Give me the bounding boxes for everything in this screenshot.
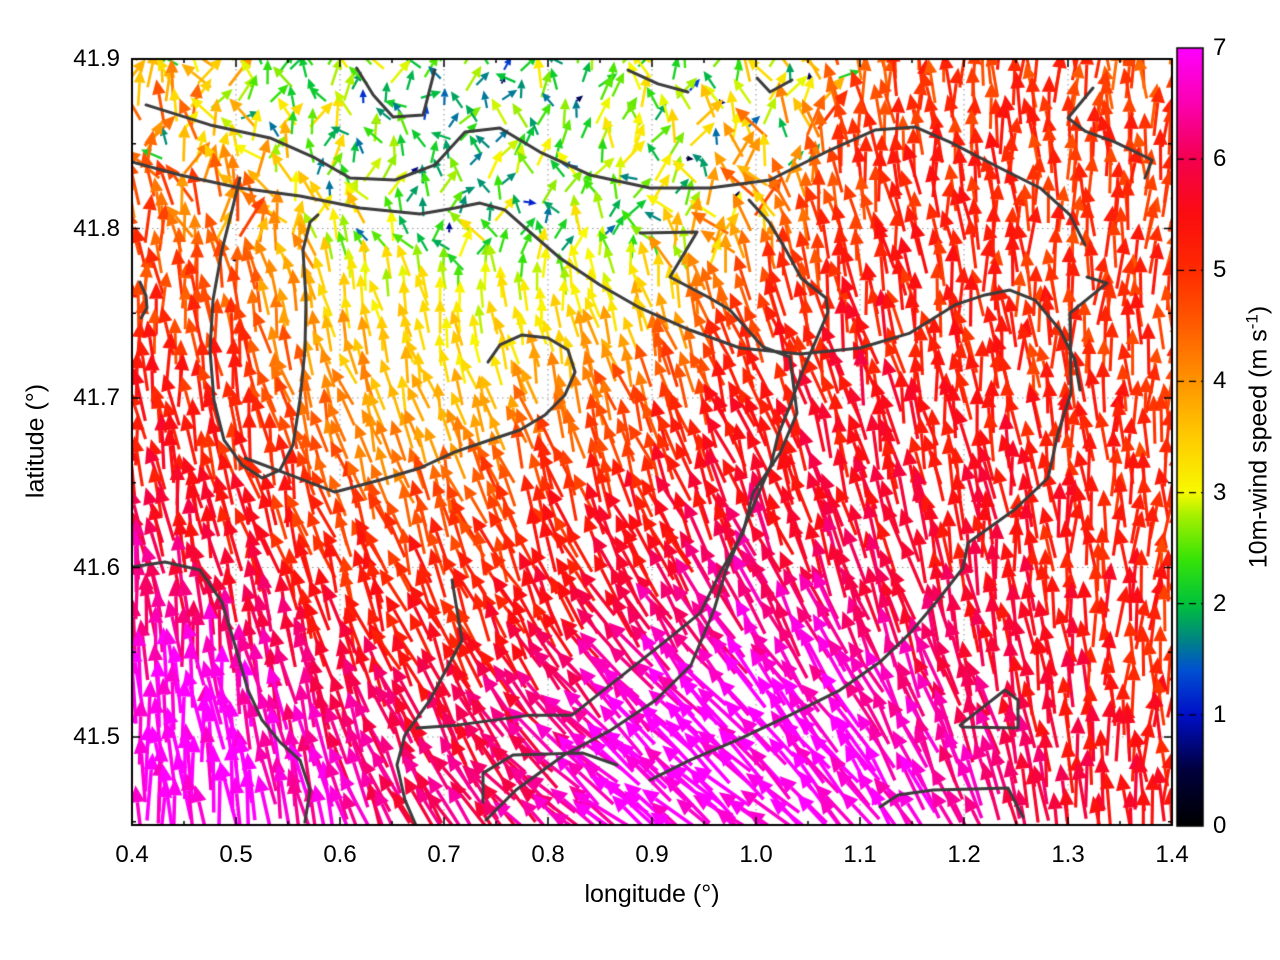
x-tick-label: 1.3 [1051,841,1085,868]
colorbar-title: 10m-wind speed (m s-1) [1242,306,1273,568]
y-axis-title: latitude (°) [21,383,50,499]
x-tick-label: 0.7 [427,841,461,868]
y-tick-label: 41.8 [73,214,120,242]
colorbar-tick-label: 5 [1213,256,1227,284]
y-tick-label: 41.9 [73,45,120,72]
x-tick-label: 1.1 [843,841,877,868]
y-tick-label: 41.6 [73,553,120,581]
x-tick-label: 1.0 [739,841,773,868]
colorbar-tick-label: 2 [1213,589,1227,617]
colorbar-title-text: 10m-wind speed (m s [1244,329,1273,569]
colorbar-tick-label: 7 [1213,34,1227,61]
x-tick-label: 0.5 [219,841,253,868]
x-tick-label: 1.2 [947,841,981,868]
colorbar-tick-label: 4 [1213,367,1227,395]
colorbar-title-close: ) [1244,305,1273,315]
colorbar-title-exponent: -1 [1242,314,1262,330]
x-tick-label: 0.9 [635,841,669,868]
x-tick-label: 0.6 [323,841,357,868]
y-tick-label: 41.7 [73,384,120,411]
colorbar-tick-label: 3 [1213,478,1227,506]
x-tick-label: 0.4 [115,841,149,868]
x-tick-label: 0.8 [531,841,565,868]
colorbar-tick-label: 0 [1213,812,1227,839]
y-tick-label: 41.5 [73,723,120,750]
x-tick-label: 1.4 [1155,841,1189,868]
colorbar-tick-label: 1 [1213,700,1227,728]
colorbar-tick-label: 6 [1213,145,1227,173]
x-axis-title: longitude (°) [584,880,720,908]
